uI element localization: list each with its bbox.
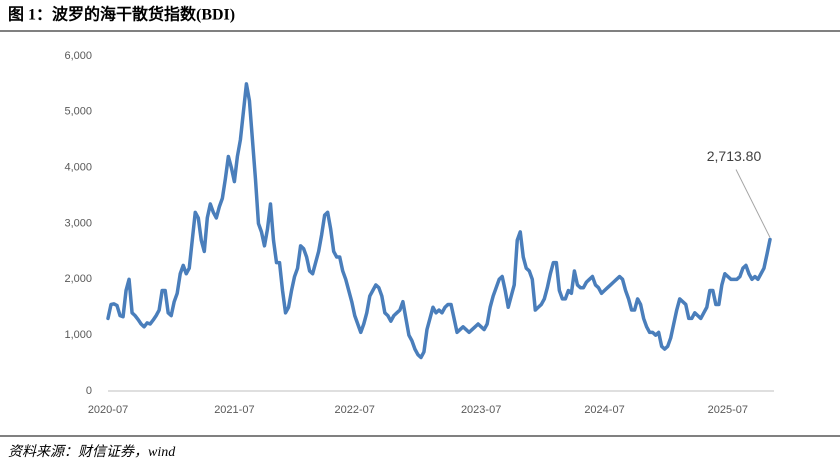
y-tick-label: 3,000 <box>64 217 92 229</box>
x-tick-label: 2024-07 <box>584 404 624 416</box>
source-note: 资料来源：财信证券，wind <box>8 444 176 460</box>
y-tick-label: 4,000 <box>64 162 92 174</box>
x-tick-label: 2022-07 <box>335 404 375 416</box>
y-tick-label: 0 <box>86 385 92 397</box>
data-line <box>106 82 772 360</box>
chart-title: 图 1：波罗的海干散货指数(BDI) <box>8 5 235 24</box>
value-label: 2,713.80 <box>707 148 762 164</box>
x-tick-label: 2021-07 <box>214 404 254 416</box>
label-leader <box>735 169 771 238</box>
x-tick-label: 2025-07 <box>708 404 748 416</box>
y-tick-label: 5,000 <box>64 106 92 118</box>
y-tick-label: 2,000 <box>64 273 92 285</box>
y-tick-label: 1,000 <box>64 329 92 341</box>
x-tick-label: 2023-07 <box>461 404 501 416</box>
y-tick-label: 6,000 <box>64 50 92 62</box>
x-tick-label: 2020-07 <box>88 404 128 416</box>
